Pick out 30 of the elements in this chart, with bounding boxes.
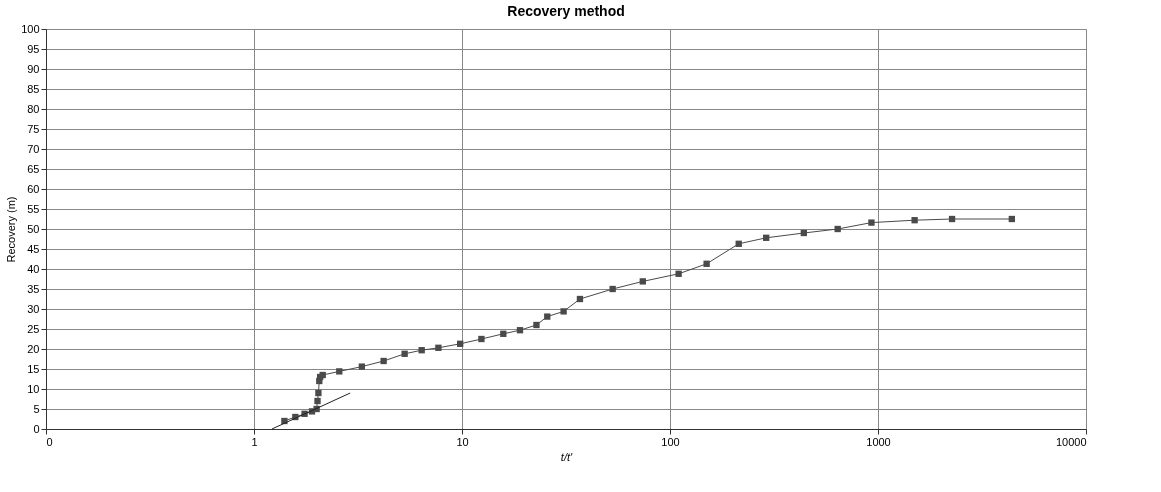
- x-axis-title: t/t': [560, 450, 574, 463]
- y-tick-label: 95: [27, 42, 40, 55]
- x-tick-label: 10: [456, 435, 469, 448]
- x-tick-label: 100: [661, 435, 680, 448]
- y-tick-label: 30: [27, 302, 40, 315]
- y-tick-label: 15: [27, 362, 40, 375]
- y-tick-label: 90: [27, 62, 40, 75]
- y-tick-label: 40: [27, 262, 40, 275]
- chart-title: Recovery method: [507, 3, 625, 19]
- y-tick-label: 35: [27, 282, 40, 295]
- y-tick-label: 50: [27, 222, 40, 235]
- y-tick-label: 25: [27, 322, 40, 335]
- y-tick-label: 10: [27, 382, 40, 395]
- y-tick-label: 75: [27, 122, 40, 135]
- y-tick-label: 60: [27, 182, 40, 195]
- x-tick-label: 1000: [866, 435, 891, 448]
- x-tick-label: 0: [46, 435, 53, 448]
- y-tick-label: 65: [27, 162, 40, 175]
- x-tick-label: 1: [251, 435, 258, 448]
- x-tick-label: 10000: [1055, 435, 1087, 448]
- y-tick-label: 0: [33, 422, 40, 435]
- y-tick-label: 45: [27, 242, 40, 255]
- y-tick-label: 70: [27, 142, 40, 155]
- y-tick-label: 100: [21, 22, 40, 35]
- y-tick-label: 20: [27, 342, 40, 355]
- y-tick-label: 5: [33, 402, 40, 415]
- y-tick-label: 80: [27, 102, 40, 115]
- y-tick-label: 85: [27, 82, 40, 95]
- y-axis-title: Recovery (m): [5, 196, 18, 263]
- y-tick-label: 55: [27, 202, 40, 215]
